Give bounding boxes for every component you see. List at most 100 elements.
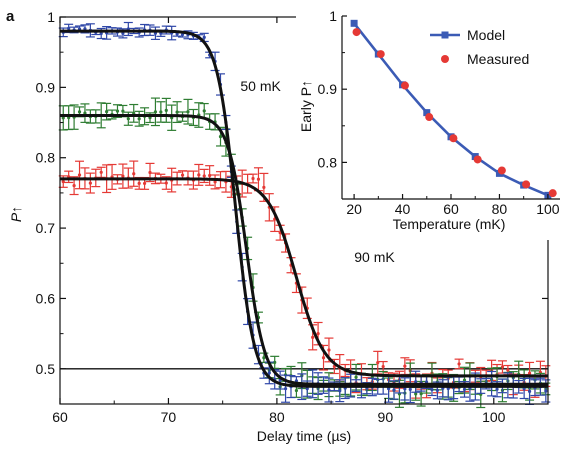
data-point	[338, 389, 342, 393]
data-point	[414, 380, 418, 384]
y-tick-label: 0.7	[36, 220, 56, 236]
x-tick-label: 90	[378, 409, 394, 425]
inset-y-tick-label: 0.9	[318, 81, 338, 97]
data-point	[105, 110, 109, 114]
fit-curve-22mK	[60, 29, 548, 388]
measured-marker	[400, 81, 409, 90]
data-point	[61, 179, 65, 184]
main-chart: 60 70 80 90 100 0.5 0.6 0.7 0.8 0.9 1 Delay time (µ…	[8, 9, 551, 444]
data-point	[457, 362, 461, 366]
data-point	[462, 387, 467, 391]
data-point	[311, 335, 315, 339]
data-point	[267, 371, 271, 375]
data-point	[419, 392, 423, 396]
data-point	[61, 116, 65, 120]
x-tick-label: 80	[269, 409, 285, 425]
data-point	[283, 387, 288, 391]
legend-model-label: Model	[467, 27, 505, 43]
data-point	[381, 364, 385, 369]
inset-background	[296, 4, 568, 240]
data-point	[294, 388, 299, 393]
inset-chart: 20 40 60 80 100 0.8 0.9 1 Temperature (mK) Early …	[296, 4, 568, 240]
panel-label: a	[6, 8, 15, 25]
data-point	[327, 388, 331, 392]
data-point	[137, 181, 141, 185]
data-point	[126, 117, 130, 121]
data-point	[148, 170, 152, 175]
y-tick-label: 0.5	[36, 361, 56, 377]
legend-measured-marker	[441, 55, 449, 63]
legend-model-marker	[441, 31, 449, 39]
data-point	[142, 181, 147, 186]
data-point	[153, 110, 158, 114]
data-point	[72, 184, 76, 188]
model-marker	[423, 109, 431, 117]
data-point	[186, 110, 190, 114]
inset-x-tick-label: 40	[395, 201, 411, 217]
data-point	[316, 332, 320, 336]
data-point	[88, 181, 92, 185]
y-tick-label: 0.9	[36, 79, 56, 95]
x-axis-title: Delay time (µs)	[257, 428, 351, 444]
measured-marker	[522, 180, 531, 189]
data-point	[251, 176, 255, 181]
y-tick-label: 1	[47, 9, 55, 25]
data-point	[403, 387, 407, 391]
inset-x-tick-label: 20	[346, 201, 362, 217]
data-point	[164, 181, 168, 185]
data-point	[544, 389, 548, 393]
data-point	[137, 117, 141, 121]
data-point	[77, 173, 82, 177]
data-point	[408, 387, 412, 392]
main-series-layer	[58, 21, 551, 409]
measured-marker	[548, 189, 557, 198]
inset-x-tick-label: 60	[443, 201, 459, 217]
measured-marker	[425, 113, 434, 122]
measured-marker	[352, 28, 361, 37]
data-point	[213, 180, 217, 184]
data-point	[392, 388, 396, 392]
data-point	[376, 361, 380, 365]
data-point	[414, 392, 418, 396]
data-point	[202, 174, 206, 178]
measured-marker	[376, 50, 385, 59]
inset-y-tick-label: 1	[329, 8, 337, 24]
data-point	[99, 31, 103, 36]
data-point	[218, 135, 223, 139]
measured-marker	[473, 155, 482, 164]
data-point	[202, 35, 206, 40]
inset-y-axis-title: Early P↑	[298, 80, 314, 132]
model-marker	[350, 19, 358, 27]
inset-axes: 20 40 60 80 100 0.8 0.9 1 Temperature (mK) Early …	[298, 8, 560, 232]
data-point	[121, 109, 125, 113]
legend-measured-label: Measured	[467, 51, 529, 67]
y-tick-label: 0.8	[36, 150, 56, 166]
data-point	[115, 109, 120, 113]
data-point	[462, 378, 467, 382]
data-point	[354, 375, 358, 379]
data-point	[202, 109, 206, 113]
data-point	[164, 108, 168, 112]
data-point	[83, 111, 87, 115]
data-point	[77, 110, 82, 114]
x-tick-label: 100	[482, 409, 506, 425]
inset-x-axis-title: Temperature (mK)	[393, 216, 506, 232]
data-point	[180, 173, 185, 177]
data-point	[435, 388, 439, 393]
inset-legend: Model Measured	[430, 27, 529, 67]
data-point	[121, 174, 125, 178]
data-point	[262, 356, 266, 360]
inset-y-tick-label: 0.8	[318, 154, 338, 170]
data-point	[273, 360, 277, 364]
data-point	[132, 172, 136, 176]
data-point	[159, 110, 163, 114]
measured-marker	[497, 166, 506, 175]
data-point	[208, 173, 212, 178]
fit-curve-90mK	[60, 177, 548, 378]
series-label: 90 mK	[354, 249, 395, 265]
data-point	[321, 356, 326, 360]
data-point	[99, 170, 103, 174]
data-point	[430, 388, 434, 392]
measured-marker	[449, 134, 458, 143]
